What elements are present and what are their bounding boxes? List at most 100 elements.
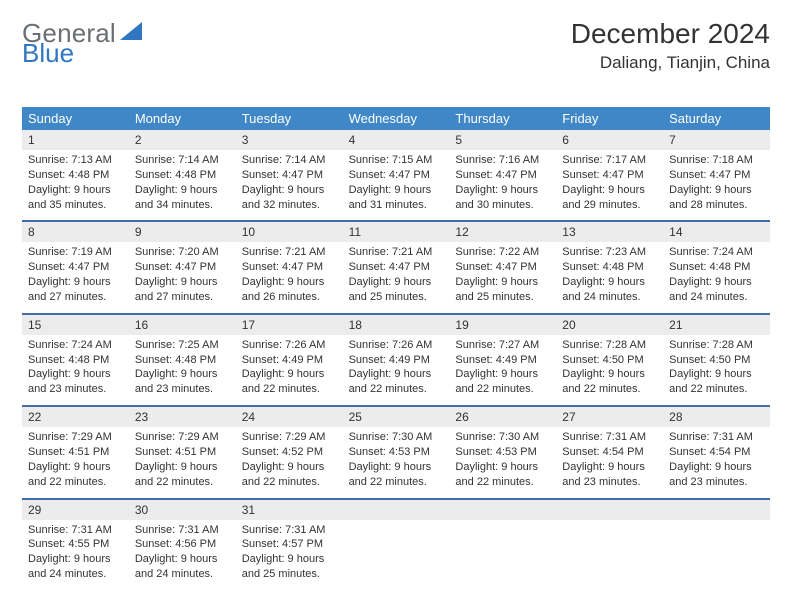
sunset-line: Sunset: 4:48 PM — [669, 260, 764, 275]
day-cell: Sunrise: 7:31 AMSunset: 4:55 PMDaylight:… — [22, 520, 129, 590]
sunrise-line: Sunrise: 7:31 AM — [669, 430, 764, 445]
daylight-line: Daylight: 9 hours and 26 minutes. — [242, 275, 337, 305]
daylight-line: Daylight: 9 hours and 31 minutes. — [349, 183, 444, 213]
daynum-cell: 19 — [449, 315, 556, 335]
daylight-line: Daylight: 9 hours and 23 minutes. — [28, 367, 123, 397]
week-block: 891011121314Sunrise: 7:19 AMSunset: 4:47… — [22, 220, 770, 312]
daylight-line: Daylight: 9 hours and 22 minutes. — [455, 367, 550, 397]
sunrise-line: Sunrise: 7:31 AM — [242, 523, 337, 538]
day-cell: Sunrise: 7:21 AMSunset: 4:47 PMDaylight:… — [343, 242, 450, 312]
daylight-line: Daylight: 9 hours and 29 minutes. — [562, 183, 657, 213]
daylight-line: Daylight: 9 hours and 22 minutes. — [28, 460, 123, 490]
content-row: Sunrise: 7:24 AMSunset: 4:48 PMDaylight:… — [22, 335, 770, 405]
dow-tuesday: Tuesday — [236, 107, 343, 130]
sunrise-line: Sunrise: 7:23 AM — [562, 245, 657, 260]
daylight-line: Daylight: 9 hours and 35 minutes. — [28, 183, 123, 213]
daylight-line: Daylight: 9 hours and 22 minutes. — [349, 460, 444, 490]
daylight-line: Daylight: 9 hours and 25 minutes. — [455, 275, 550, 305]
daylight-line: Daylight: 9 hours and 22 minutes. — [669, 367, 764, 397]
dow-thursday: Thursday — [449, 107, 556, 130]
sunset-line: Sunset: 4:57 PM — [242, 537, 337, 552]
day-cell: Sunrise: 7:31 AMSunset: 4:56 PMDaylight:… — [129, 520, 236, 590]
daylight-line: Daylight: 9 hours and 28 minutes. — [669, 183, 764, 213]
daylight-line: Daylight: 9 hours and 30 minutes. — [455, 183, 550, 213]
sunset-line: Sunset: 4:53 PM — [455, 445, 550, 460]
daylight-line: Daylight: 9 hours and 22 minutes. — [135, 460, 230, 490]
day-cell: Sunrise: 7:20 AMSunset: 4:47 PMDaylight:… — [129, 242, 236, 312]
day-cell — [663, 520, 770, 590]
sunset-line: Sunset: 4:47 PM — [455, 168, 550, 183]
sunrise-line: Sunrise: 7:15 AM — [349, 153, 444, 168]
daynum-row: 1234567 — [22, 130, 770, 150]
content-row: Sunrise: 7:19 AMSunset: 4:47 PMDaylight:… — [22, 242, 770, 312]
sunrise-line: Sunrise: 7:14 AM — [242, 153, 337, 168]
day-cell — [556, 520, 663, 590]
day-cell: Sunrise: 7:23 AMSunset: 4:48 PMDaylight:… — [556, 242, 663, 312]
week-block: 1234567Sunrise: 7:13 AMSunset: 4:48 PMDa… — [22, 130, 770, 220]
sunrise-line: Sunrise: 7:24 AM — [669, 245, 764, 260]
day-cell — [449, 520, 556, 590]
daynum-cell: 11 — [343, 222, 450, 242]
daylight-line: Daylight: 9 hours and 27 minutes. — [135, 275, 230, 305]
sunset-line: Sunset: 4:48 PM — [135, 353, 230, 368]
sunset-line: Sunset: 4:47 PM — [135, 260, 230, 275]
daynum-cell: 7 — [663, 130, 770, 150]
daylight-line: Daylight: 9 hours and 24 minutes. — [135, 552, 230, 582]
sunrise-line: Sunrise: 7:27 AM — [455, 338, 550, 353]
sunrise-line: Sunrise: 7:19 AM — [28, 245, 123, 260]
sunset-line: Sunset: 4:51 PM — [28, 445, 123, 460]
daynum-cell: 23 — [129, 407, 236, 427]
daynum-cell: 3 — [236, 130, 343, 150]
week-block: 15161718192021Sunrise: 7:24 AMSunset: 4:… — [22, 313, 770, 405]
sunrise-line: Sunrise: 7:21 AM — [242, 245, 337, 260]
daynum-cell: 20 — [556, 315, 663, 335]
sunset-line: Sunset: 4:48 PM — [135, 168, 230, 183]
content-row: Sunrise: 7:31 AMSunset: 4:55 PMDaylight:… — [22, 520, 770, 590]
sunrise-line: Sunrise: 7:31 AM — [28, 523, 123, 538]
daynum-cell — [663, 500, 770, 520]
sunrise-line: Sunrise: 7:28 AM — [562, 338, 657, 353]
sunset-line: Sunset: 4:47 PM — [349, 260, 444, 275]
daynum-row: 22232425262728 — [22, 405, 770, 427]
daylight-line: Daylight: 9 hours and 22 minutes. — [242, 367, 337, 397]
sunset-line: Sunset: 4:54 PM — [669, 445, 764, 460]
day-cell: Sunrise: 7:29 AMSunset: 4:52 PMDaylight:… — [236, 427, 343, 497]
daynum-cell: 4 — [343, 130, 450, 150]
day-cell: Sunrise: 7:31 AMSunset: 4:57 PMDaylight:… — [236, 520, 343, 590]
sunset-line: Sunset: 4:48 PM — [28, 168, 123, 183]
daylight-line: Daylight: 9 hours and 25 minutes. — [349, 275, 444, 305]
sunrise-line: Sunrise: 7:14 AM — [135, 153, 230, 168]
day-cell: Sunrise: 7:30 AMSunset: 4:53 PMDaylight:… — [449, 427, 556, 497]
daylight-line: Daylight: 9 hours and 22 minutes. — [455, 460, 550, 490]
content-row: Sunrise: 7:29 AMSunset: 4:51 PMDaylight:… — [22, 427, 770, 497]
sunrise-line: Sunrise: 7:21 AM — [349, 245, 444, 260]
daynum-cell: 12 — [449, 222, 556, 242]
daynum-cell: 6 — [556, 130, 663, 150]
sunset-line: Sunset: 4:47 PM — [28, 260, 123, 275]
daynum-cell: 5 — [449, 130, 556, 150]
sunset-line: Sunset: 4:51 PM — [135, 445, 230, 460]
header: General December 2024 Daliang, Tianjin, … — [22, 18, 770, 73]
daynum-cell: 17 — [236, 315, 343, 335]
daynum-cell — [449, 500, 556, 520]
daynum-cell: 2 — [129, 130, 236, 150]
daylight-line: Daylight: 9 hours and 23 minutes. — [669, 460, 764, 490]
logo-line2: Blue — [22, 38, 74, 69]
sunset-line: Sunset: 4:47 PM — [669, 168, 764, 183]
sunset-line: Sunset: 4:47 PM — [455, 260, 550, 275]
month-title: December 2024 — [571, 18, 770, 50]
sunrise-line: Sunrise: 7:13 AM — [28, 153, 123, 168]
daynum-cell: 28 — [663, 407, 770, 427]
sunrise-line: Sunrise: 7:17 AM — [562, 153, 657, 168]
sunrise-line: Sunrise: 7:20 AM — [135, 245, 230, 260]
day-cell: Sunrise: 7:14 AMSunset: 4:48 PMDaylight:… — [129, 150, 236, 220]
day-cell: Sunrise: 7:27 AMSunset: 4:49 PMDaylight:… — [449, 335, 556, 405]
daylight-line: Daylight: 9 hours and 23 minutes. — [135, 367, 230, 397]
title-block: December 2024 Daliang, Tianjin, China — [571, 18, 770, 73]
day-cell: Sunrise: 7:24 AMSunset: 4:48 PMDaylight:… — [22, 335, 129, 405]
logo-triangle-icon — [120, 22, 142, 40]
day-cell: Sunrise: 7:26 AMSunset: 4:49 PMDaylight:… — [236, 335, 343, 405]
daynum-cell: 24 — [236, 407, 343, 427]
day-cell: Sunrise: 7:29 AMSunset: 4:51 PMDaylight:… — [129, 427, 236, 497]
sunset-line: Sunset: 4:47 PM — [349, 168, 444, 183]
